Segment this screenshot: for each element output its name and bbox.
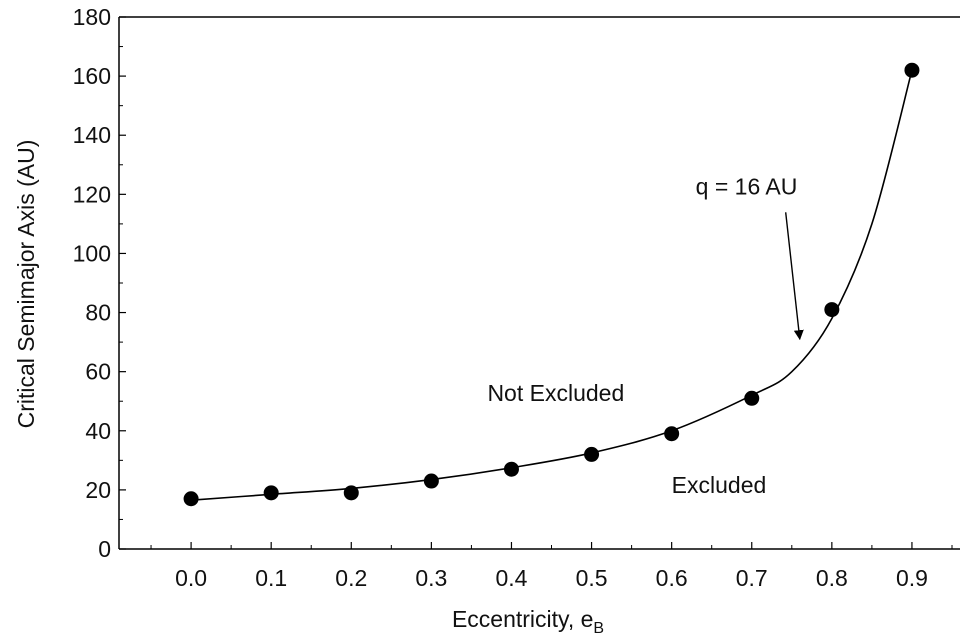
x-axis-label: Eccentricity, eB [452,606,604,635]
x-tick-label: 0.9 [896,565,928,591]
data-point [503,461,519,477]
data-point [423,473,439,489]
fit-curve-layer [191,69,913,502]
data-point [343,485,359,501]
y-tick-label: 180 [73,4,111,30]
x-tick-label: 0.7 [736,565,768,591]
plot-frame [118,16,960,550]
y-tick-label: 140 [73,122,111,148]
y-tick-label: 0 [98,536,111,562]
y-tick-label: 120 [73,181,111,207]
x-tick-label: 0.4 [495,565,527,591]
y-axis-label: Critical Semimajor Axis (AU) [13,140,39,429]
x-tick-label: 0.2 [335,565,367,591]
x-axis-ticks: 0.0 0.1 0.2 0.3 0.4 0.5 0.6 0.7 0.8 0.9 [150,542,953,591]
x-tick-label: 0.8 [816,565,848,591]
x-tick-label: 0.5 [576,565,608,591]
x-axis-label-subscript: B [593,620,604,635]
x-tick-label: 0.0 [175,565,207,591]
y-tick-label: 60 [85,359,111,385]
data-point [744,390,760,406]
x-tick-label: 0.1 [255,565,287,591]
y-tick-label: 100 [73,240,111,266]
y-tick-label: 160 [73,63,111,89]
annotations-layer: q = 16 AU Not Excluded Excluded [487,173,804,498]
data-point [183,491,199,507]
annotation-arrow [784,212,804,341]
annotation-label: q = 16 AU [696,173,798,199]
y-tick-label: 80 [85,300,111,326]
data-point [263,485,279,501]
fit-curve [191,69,913,502]
data-point [584,446,600,462]
y-axis-ticks: 0 20 40 60 80 100 120 140 160 180 [73,4,126,562]
y-tick-label: 40 [85,418,111,444]
data-points-layer [183,62,920,507]
annotation-label: Not Excluded [487,380,624,406]
x-tick-label: 0.3 [415,565,447,591]
data-point [824,302,840,318]
data-point [904,62,920,78]
y-tick-label: 20 [85,477,111,503]
annotation-label: Excluded [672,472,767,498]
x-tick-label: 0.6 [656,565,688,591]
x-axis-label-main: Eccentricity, e [452,606,593,632]
data-point [664,426,680,442]
